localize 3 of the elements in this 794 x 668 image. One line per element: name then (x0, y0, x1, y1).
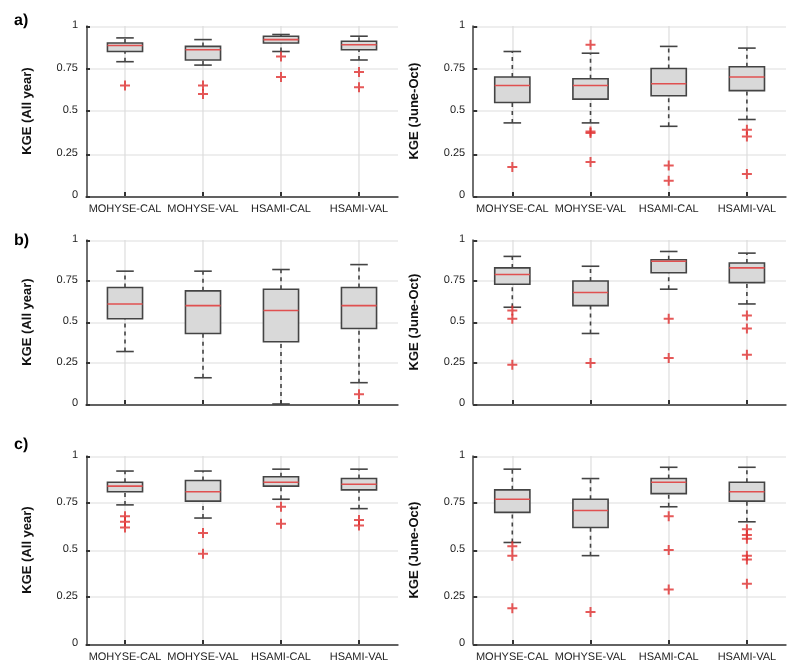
chart-title: c) (14, 435, 29, 453)
chart-title: a) (14, 11, 29, 29)
chart-title: b) (14, 231, 30, 249)
